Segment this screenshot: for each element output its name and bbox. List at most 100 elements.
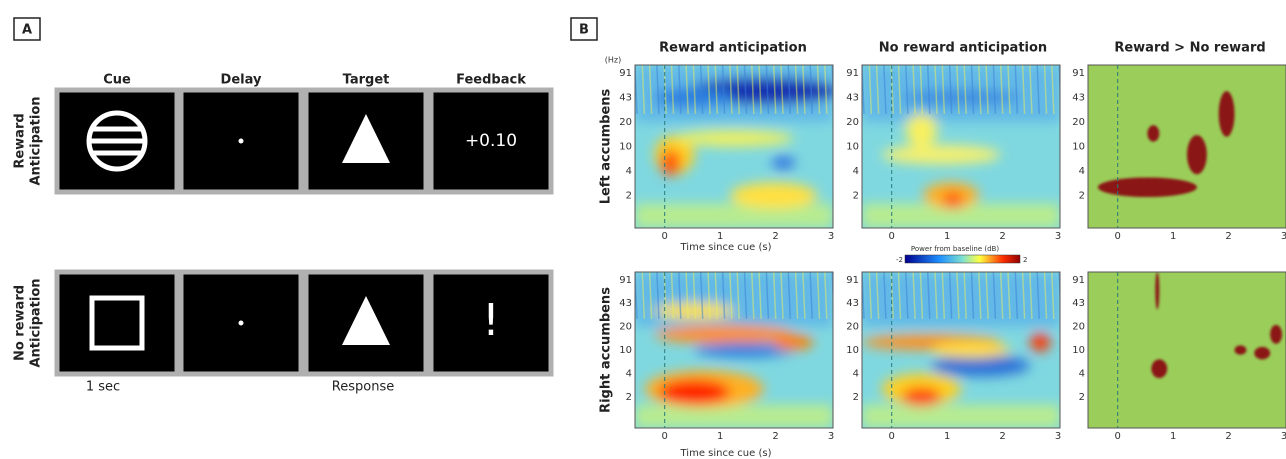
time-tick: 3 — [1055, 431, 1061, 442]
heatmap-blob — [906, 114, 938, 147]
row-label: Left accumbens — [599, 88, 614, 204]
time-tick: 1 — [1170, 231, 1176, 242]
sig-blob — [1147, 125, 1159, 141]
colorbar-min: -2 — [896, 256, 903, 264]
freq-tick: 4 — [626, 368, 632, 379]
time-tick: 0 — [889, 431, 895, 442]
time-tick: 0 — [889, 231, 895, 242]
freq-tick: 91 — [846, 275, 859, 286]
heatmap-blob — [655, 325, 794, 344]
map-title: No reward anticipation — [879, 41, 1047, 56]
note: 1 sec — [86, 380, 120, 395]
heatmap-blob — [1030, 333, 1050, 352]
fixation — [239, 139, 244, 144]
freq-tick: 10 — [619, 142, 632, 153]
colorbar-max: 2 — [1023, 256, 1027, 264]
freq-tick: 20 — [619, 117, 632, 128]
time-label: Time since cue (s) — [680, 242, 772, 253]
freq-tick: 4 — [853, 368, 859, 379]
freq-tick: 10 — [846, 345, 859, 356]
freq-tick: 20 — [1072, 322, 1085, 333]
time-tick: 3 — [828, 431, 834, 442]
column-header: Delay — [221, 73, 262, 88]
freq-tick: 20 — [619, 322, 632, 333]
time-tick: 3 — [1281, 431, 1286, 442]
heatmap-blob — [675, 130, 794, 146]
row-label: Right accumbens — [599, 287, 614, 413]
time-tick: 2 — [999, 231, 1005, 242]
figure: A CueDelayTargetFeedbackRewardAnticipati… — [0, 0, 1286, 459]
time-tick: 2 — [1225, 231, 1231, 242]
freq-tick: 2 — [626, 190, 632, 201]
note: Response — [332, 380, 394, 395]
row-label-line: Anticipation — [29, 96, 44, 185]
freq-tick: 2 — [853, 190, 859, 201]
sig-blob — [1155, 272, 1159, 309]
time-tick: 1 — [717, 431, 723, 442]
freq-tick: 20 — [846, 322, 859, 333]
time-tick: 3 — [828, 231, 834, 242]
feedback: ! — [482, 295, 500, 346]
freq-unit: (Hz) — [605, 56, 621, 65]
freq-tick: 91 — [1072, 68, 1085, 79]
colorbar-label: Power from baseline (dB) — [911, 245, 999, 253]
sig-blob — [1270, 325, 1282, 344]
freq-tick: 20 — [1072, 117, 1085, 128]
heatmap-blob — [730, 182, 817, 208]
panel-label: B — [579, 23, 589, 38]
freq-tick: 2 — [626, 392, 632, 403]
column-header: Target — [343, 73, 390, 88]
sig-blob — [1254, 347, 1270, 359]
heatmap-blob — [943, 192, 963, 208]
freq-tick: 4 — [1079, 368, 1085, 379]
freq-tick: 91 — [619, 68, 632, 79]
time-tick: 2 — [772, 231, 778, 242]
heatmap-blob — [882, 145, 1001, 165]
time-tick: 2 — [772, 431, 778, 442]
heatmap-blob — [902, 387, 942, 406]
heatmap-blob — [661, 150, 681, 176]
column-header: Feedback — [456, 73, 526, 88]
freq-tick: 4 — [1079, 166, 1085, 177]
heatmap-blob — [774, 334, 814, 350]
panel-b: Reward anticipationNo reward anticipatio… — [599, 41, 1286, 459]
freq-tick: 43 — [846, 93, 859, 104]
sig-blob — [1098, 177, 1197, 197]
time-tick: 1 — [944, 431, 950, 442]
row-label-line: Anticipation — [29, 278, 44, 367]
panel-a: CueDelayTargetFeedbackRewardAnticipation… — [13, 73, 552, 395]
time-tick: 3 — [1055, 231, 1061, 242]
time-tick: 3 — [1281, 231, 1286, 242]
freq-tick: 43 — [619, 93, 632, 104]
time-tick: 0 — [662, 431, 668, 442]
row-label-text: Left accumbens — [599, 88, 614, 204]
freq-tick: 10 — [1072, 142, 1085, 153]
time-tick: 0 — [1115, 231, 1121, 242]
sig-blob — [1235, 345, 1247, 354]
heatmap-blob — [659, 380, 730, 405]
row-label-line: No reward — [13, 285, 28, 361]
freq-tick: 43 — [1072, 298, 1085, 309]
map-title: Reward > No reward — [1114, 41, 1265, 56]
heatmap-blob — [931, 355, 1030, 377]
freq-tick: 4 — [853, 166, 859, 177]
row-label-text: Right accumbens — [599, 287, 614, 413]
time-tick: 2 — [999, 431, 1005, 442]
sig-blob — [1151, 359, 1167, 378]
screen — [57, 272, 177, 374]
heatmap — [635, 65, 839, 228]
heatmap-blob — [772, 156, 796, 169]
sig-blob — [1219, 91, 1235, 137]
freq-tick: 4 — [626, 166, 632, 177]
fixation — [239, 321, 244, 326]
time-tick: 1 — [1170, 431, 1176, 442]
row-label-line: Reward — [13, 113, 28, 168]
freq-tick: 10 — [619, 345, 632, 356]
freq-tick: 43 — [619, 298, 632, 309]
freq-tick: 91 — [1072, 275, 1085, 286]
time-label: Time since cue (s) — [680, 448, 772, 459]
colorbar — [905, 255, 1020, 263]
time-tick: 0 — [662, 231, 668, 242]
freq-tick: 43 — [1072, 93, 1085, 104]
